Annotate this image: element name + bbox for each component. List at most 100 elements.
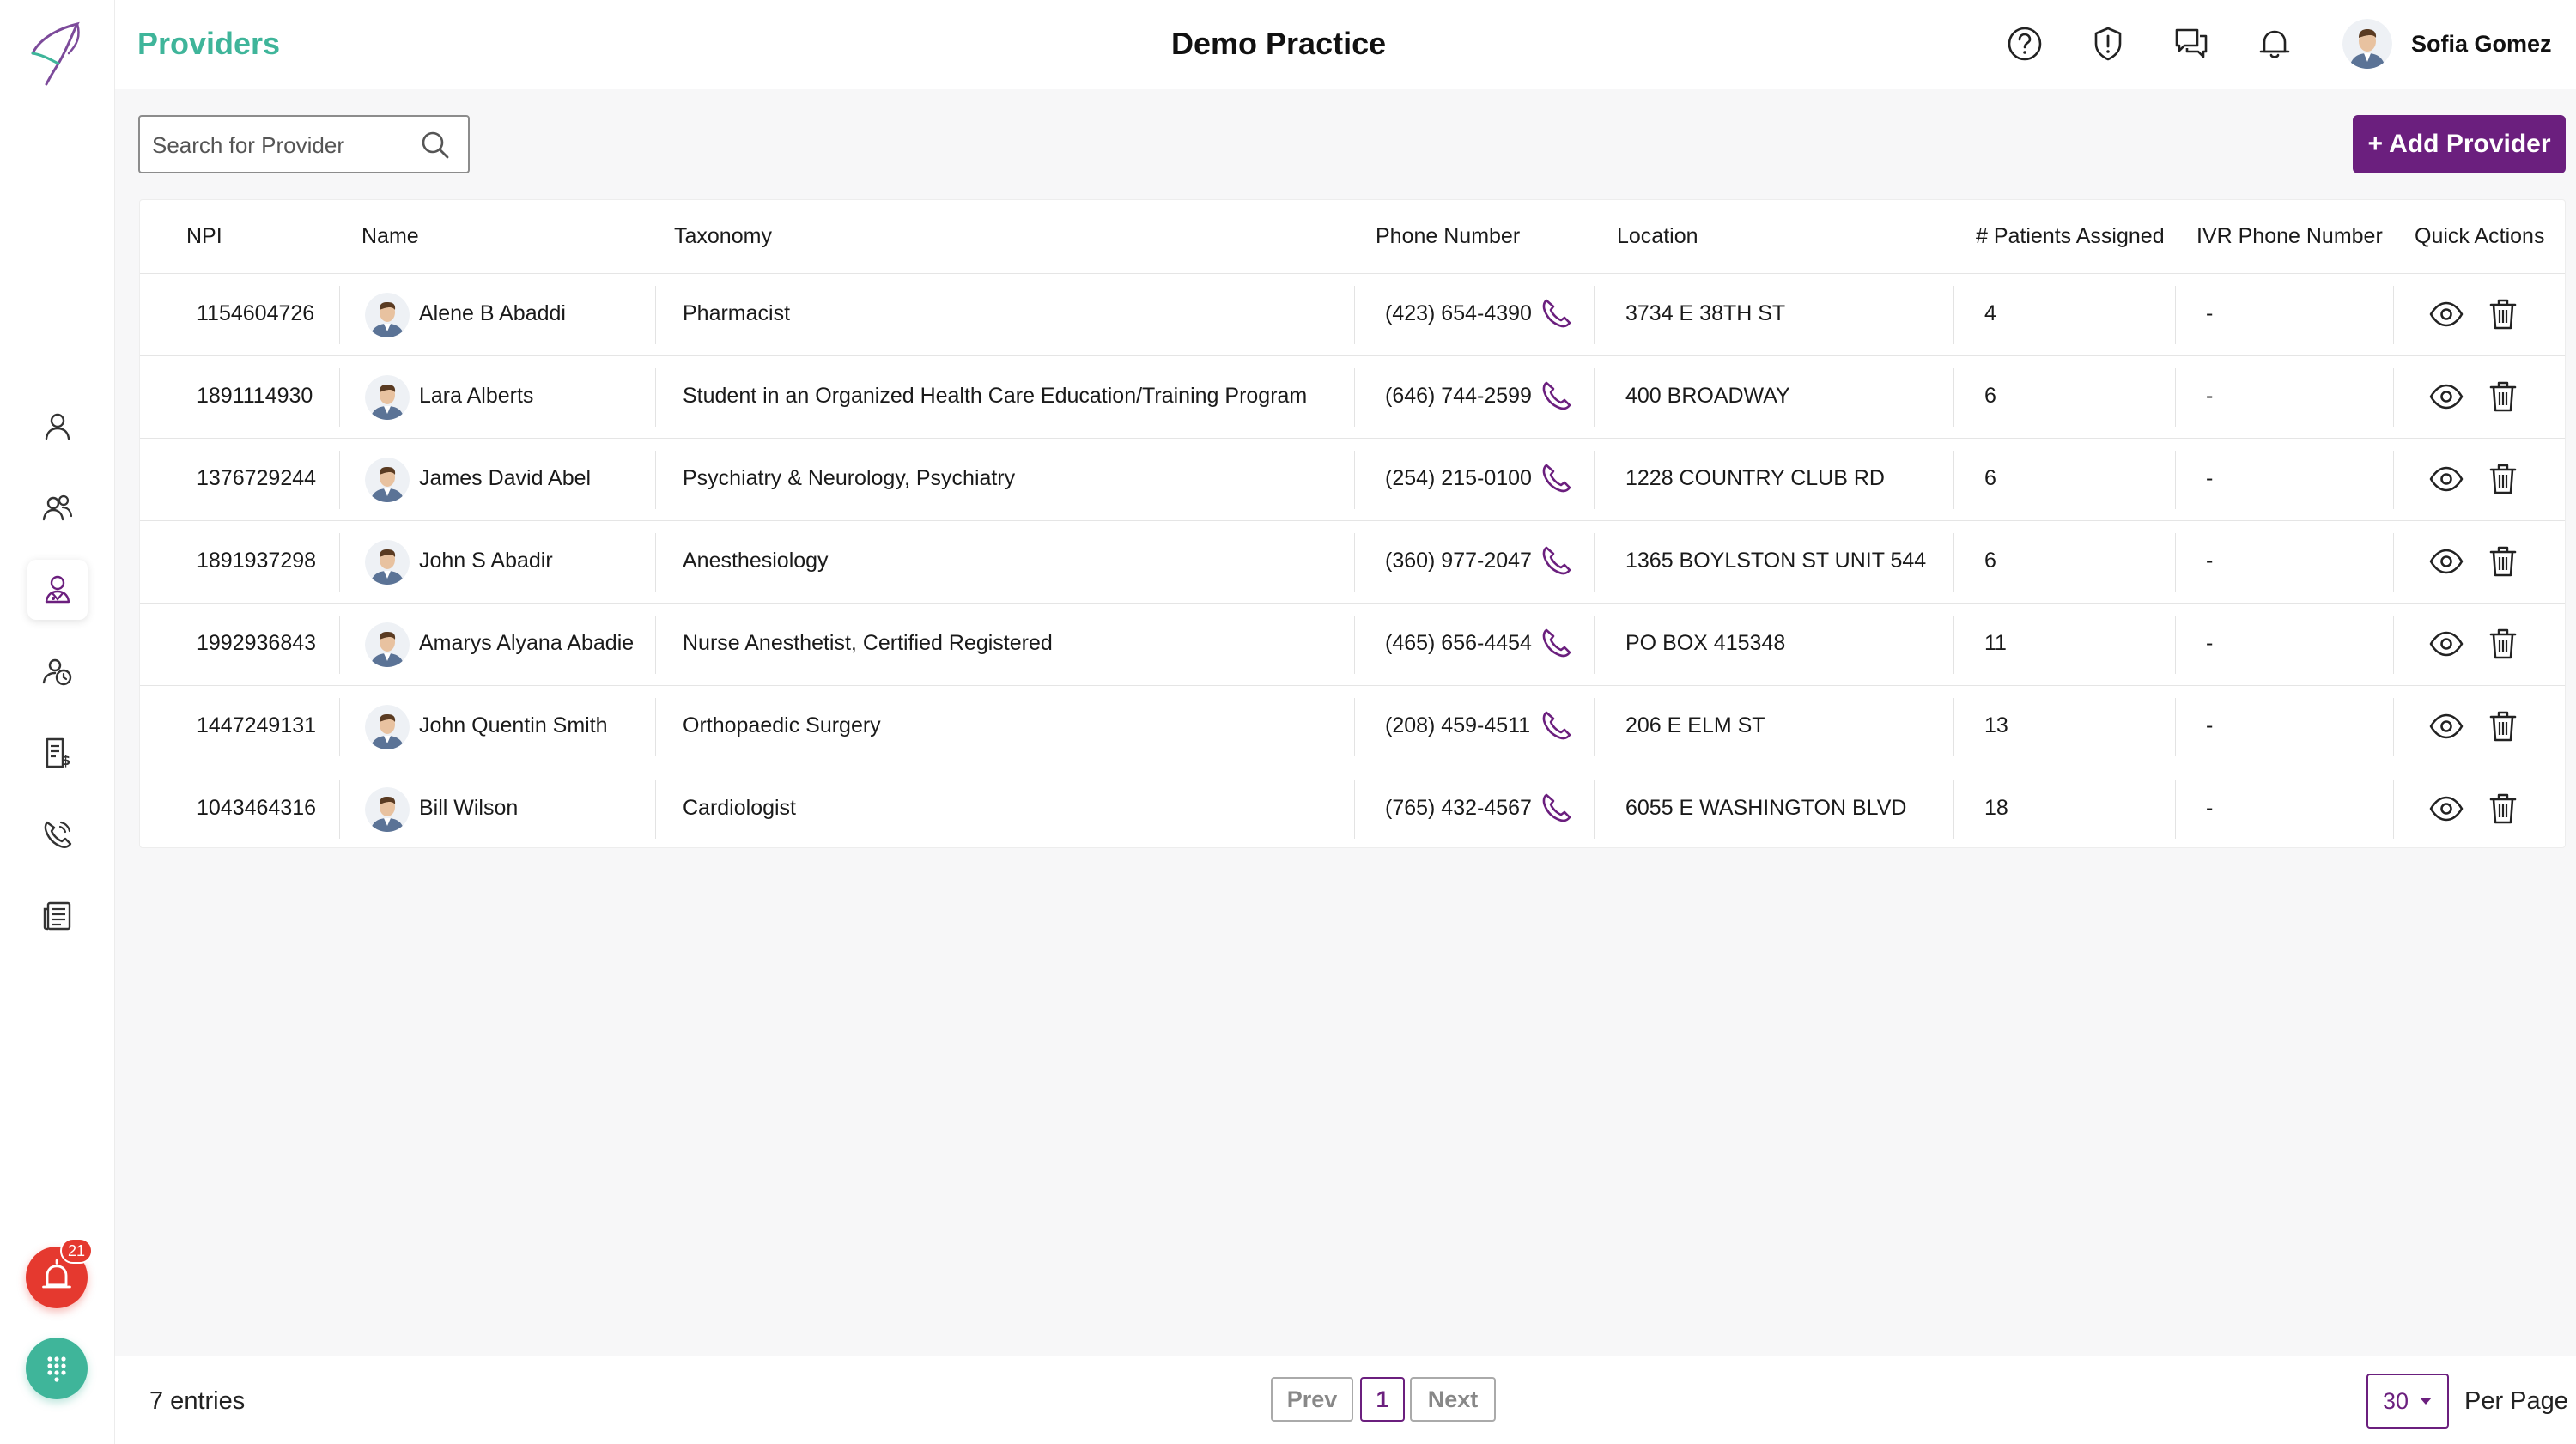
column-divider (339, 780, 340, 839)
table-row[interactable]: 1447249131 John Quentin Smith Orthopaedic … (140, 686, 2565, 768)
phone-call-icon[interactable] (1540, 708, 1574, 743)
user-name[interactable]: Sofia Gomez (2411, 31, 2552, 57)
chat-icon (2175, 28, 2208, 58)
sidebar-item-providers[interactable] (27, 560, 88, 620)
column-divider (1354, 451, 1355, 509)
delete-trash-icon[interactable] (2485, 626, 2521, 662)
table-header: NPI Name Taxonomy Phone Number Location … (140, 200, 2565, 274)
provider-name-cell[interactable]: Lara Alberts (419, 384, 534, 408)
avatar-image (2342, 19, 2392, 69)
user-avatar[interactable] (2342, 19, 2392, 69)
column-header-ivr-phone[interactable]: IVR Phone Number (2196, 224, 2383, 248)
sidebar-item-patient[interactable] (27, 397, 88, 457)
npi-cell: 1891937298 (197, 549, 317, 573)
view-eye-icon[interactable] (2428, 626, 2464, 662)
view-eye-icon[interactable] (2428, 791, 2464, 827)
messages-button[interactable] (2171, 23, 2212, 64)
column-header-taxonomy[interactable]: Taxonomy (674, 224, 772, 248)
app-logo[interactable] (24, 19, 91, 88)
provider-name-cell[interactable]: Amarys Alyana Abadie (419, 631, 635, 655)
per-page-select[interactable]: 30 (2366, 1374, 2449, 1429)
column-divider (2393, 533, 2394, 592)
table-row[interactable]: 1891114930 Lara Alberts Student in an Orga… (140, 356, 2565, 439)
ivr-phone-cell: - (2206, 301, 2214, 325)
provider-name-cell[interactable]: James David Abel (419, 466, 592, 490)
table-row[interactable]: 1891937298 John S Abadir Anesthesiology (36… (140, 521, 2565, 604)
prev-page-button[interactable]: Prev (1271, 1377, 1353, 1422)
column-divider (339, 368, 340, 427)
npi-cell: 1992936843 (197, 631, 317, 655)
patients-assigned-cell: 11 (1984, 631, 2007, 655)
provider-name-cell[interactable]: Bill Wilson (419, 796, 519, 820)
view-eye-icon[interactable] (2428, 379, 2464, 415)
column-header-phone[interactable]: Phone Number (1376, 224, 1521, 248)
column-header-patients-assigned[interactable]: # Patients Assigned (1976, 224, 2165, 248)
ivr-phone-cell: - (2206, 384, 2214, 408)
sidebar-item-calls[interactable] (27, 804, 88, 865)
column-divider (1953, 533, 1954, 592)
table-row[interactable]: 1376729244 James David Abel Psychiatry & N… (140, 439, 2565, 521)
provider-name-cell[interactable]: John S Abadir (419, 549, 553, 573)
column-header-name[interactable]: Name (361, 224, 419, 248)
phone-cell: (465) 656-4454 (1385, 631, 1532, 655)
provider-name-cell[interactable]: John Quentin Smith (419, 713, 608, 737)
add-provider-button[interactable]: + Add Provider (2353, 115, 2566, 173)
sidebar-item-schedule[interactable] (27, 641, 88, 701)
alerts-button[interactable] (2087, 23, 2129, 64)
location-cell: 206 E ELM ST (1625, 713, 1765, 737)
sidebar-item-patients[interactable] (27, 478, 88, 538)
entries-count: 7 entries (149, 1387, 246, 1415)
column-header-location[interactable]: Location (1617, 224, 1698, 248)
alarm-bell-icon (42, 1259, 71, 1289)
phone-call-icon[interactable] (1540, 626, 1574, 660)
column-divider (339, 698, 340, 756)
view-eye-icon[interactable] (2428, 543, 2464, 579)
delete-trash-icon[interactable] (2485, 543, 2521, 579)
taxonomy-cell: Nurse Anesthetist, Certified Registered (683, 631, 1053, 655)
news-icon (43, 901, 71, 931)
column-divider (1953, 698, 1954, 756)
phone-call-icon[interactable] (1540, 791, 1574, 825)
search-input[interactable] (152, 129, 410, 161)
svg-text:$: $ (61, 752, 70, 768)
dialpad-button[interactable] (26, 1338, 88, 1399)
view-eye-icon[interactable] (2428, 296, 2464, 332)
phone-call-icon[interactable] (1540, 379, 1574, 413)
phone-call-icon[interactable] (1540, 296, 1574, 331)
phone-call-icon[interactable] (1540, 543, 1574, 578)
alert-shield-icon (2094, 27, 2122, 61)
provider-avatar (365, 293, 410, 337)
view-eye-icon[interactable] (2428, 708, 2464, 744)
view-eye-icon[interactable] (2428, 461, 2464, 497)
delete-trash-icon[interactable] (2485, 461, 2521, 497)
location-cell: 1365 BOYLSTON ST UNIT 544 (1625, 549, 1927, 573)
delete-trash-icon[interactable] (2485, 296, 2521, 332)
page-number-button[interactable]: 1 (1360, 1377, 1405, 1422)
delete-trash-icon[interactable] (2485, 708, 2521, 744)
column-divider (2175, 780, 2176, 839)
column-header-npi[interactable]: NPI (186, 224, 222, 248)
next-page-button[interactable]: Next (1410, 1377, 1496, 1422)
column-divider (1594, 286, 1595, 344)
delete-trash-icon[interactable] (2485, 379, 2521, 415)
column-divider (1953, 368, 1954, 427)
table-row[interactable]: 1043464316 Bill Wilson Cardiologist (765) 4… (140, 768, 2565, 851)
column-divider (2393, 698, 2394, 756)
provider-avatar (365, 622, 410, 667)
provider-name-cell[interactable]: Alene B Abaddi (419, 301, 566, 325)
column-divider (1354, 780, 1355, 839)
phone-call-icon[interactable] (1540, 461, 1574, 495)
sidebar-item-reports[interactable] (27, 886, 88, 946)
column-divider (1594, 698, 1595, 756)
patients-assigned-cell: 4 (1984, 301, 1996, 325)
location-cell: PO BOX 415348 (1625, 631, 1786, 655)
sidebar-item-billing[interactable]: $ (27, 723, 88, 783)
search-icon[interactable] (420, 130, 451, 161)
notifications-button[interactable] (2254, 23, 2295, 64)
table-row[interactable]: 1154604726 Alene B Abaddi Pharmacist (423) … (140, 274, 2565, 356)
help-button[interactable] (2004, 23, 2045, 64)
patients-assigned-cell: 6 (1984, 384, 1996, 408)
table-row[interactable]: 1992936843 Amarys Alyana Abadie Nurse Anes… (140, 604, 2565, 686)
ivr-phone-cell: - (2206, 466, 2214, 490)
delete-trash-icon[interactable] (2485, 791, 2521, 827)
